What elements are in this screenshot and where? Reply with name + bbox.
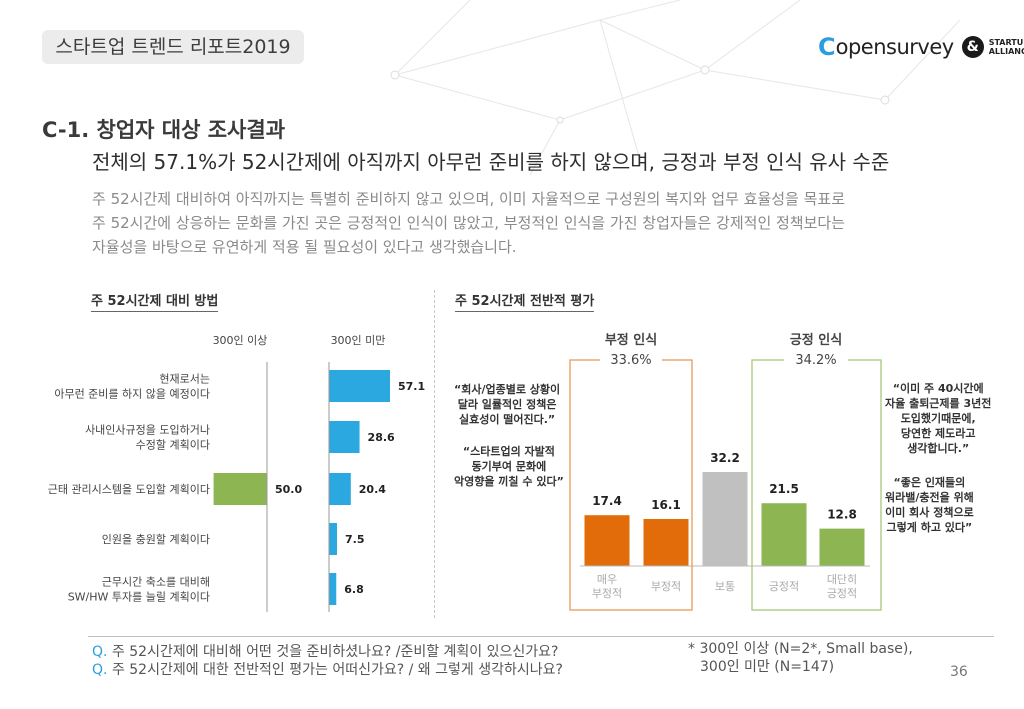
rating-category-label: 부정적: [592, 587, 622, 600]
rating-bar: [702, 472, 748, 566]
data-label: 16.1: [651, 498, 681, 512]
rating-category-label: 부정적: [651, 580, 681, 593]
question-2: Q. 주 52시간제에 대한 전반적인 평가는 어떠신가요? / 왜 그렇게 생…: [92, 662, 563, 678]
negative-quote: “스타트업의 자발적 동기부여 문화에 악영향을 끼칠 수 있다”: [454, 445, 564, 488]
positive-quote: “좋은 인재들의 워라밸/충전을 위해 이미 회사 정책으로 그렇게 하고 있다”: [885, 476, 974, 534]
chart-divider: [434, 290, 435, 618]
section-title: C-1. 창업자 대상 조사결과: [42, 118, 286, 142]
rating-category-label: 대단히: [827, 572, 857, 586]
category-label: 현재로서는: [159, 373, 210, 386]
negative-group-value: 33.6%: [610, 353, 651, 368]
rating-category-label: 매우: [597, 573, 617, 586]
positive-quote: “이미 주 40시간에 자율 출퇴근제를 3년전 도입했기때문에, 당연한 제도라고 생…: [885, 382, 992, 455]
left-chart-title: 주 52시간제 대비 방법: [91, 290, 219, 312]
bar-under-300: [329, 523, 338, 555]
category-label: SW/HW 투자를 늘릴 계획이다: [68, 591, 210, 604]
rating-category-label: 긍정적: [827, 587, 857, 600]
positive-group-value: 34.2%: [795, 353, 836, 368]
series-label-300-plus: 300인 이상: [213, 334, 268, 347]
category-label: 인원을 충원할 계획이다: [102, 533, 210, 546]
report-title: 스타트업 트렌드 리포트2019: [55, 36, 291, 58]
data-label: 7.5: [345, 533, 365, 546]
data-label: 21.5: [769, 482, 799, 496]
startup-alliance-logo-text: STARTUPALLIANCE: [988, 38, 1024, 56]
rating-category-label: 보통: [715, 580, 735, 593]
question-1: Q. 주 52시간제에 대비해 어떤 것을 준비하셨나요? /준비할 계획이 있…: [92, 644, 559, 660]
data-label: 6.8: [344, 583, 364, 596]
rating-bar: [819, 528, 865, 566]
bar-under-300: [329, 473, 351, 505]
category-label: 근무시간 축소를 대비해: [102, 575, 210, 589]
data-label: 20.4: [359, 483, 386, 496]
data-label: 12.8: [827, 508, 857, 522]
negative-group-label: 부정 인식: [605, 332, 657, 348]
series-label-under-300: 300인 미만: [331, 334, 386, 347]
rating-category-label: 긍정적: [769, 580, 799, 593]
negative-quote: “회사/업종별로 상황이 달라 일률적인 정책은 실효성이 떨어진다.”: [454, 383, 561, 426]
summary-line: 주 52시간에 상응하는 문화를 가진 곳은 긍정적인 인식이 많았고, 부정적…: [92, 214, 846, 232]
right-chart-title: 주 52시간제 전반적 평가: [455, 290, 595, 312]
page-number: 36: [950, 664, 968, 680]
data-label: 32.2: [710, 451, 740, 465]
bar-300-plus: [213, 473, 267, 505]
bar-under-300: [329, 421, 360, 453]
bar-under-300: [329, 370, 390, 402]
report-title-pill: 스타트업 트렌드 리포트2019: [42, 30, 304, 64]
category-label: 수정할 계획이다: [136, 439, 210, 452]
summary-text: 주 52시간제 대비하여 아직까지는 특별히 준비하지 않고 있으며, 이미 자…: [92, 187, 992, 259]
rating-bar: [761, 503, 807, 566]
footer-rule: [88, 636, 994, 637]
negative-group-bracket: [569, 359, 693, 611]
opensurvey-logo-icon: C: [818, 33, 836, 61]
rating-bar: [643, 519, 689, 566]
data-label: 17.4: [592, 494, 622, 508]
data-label: 28.6: [368, 431, 395, 444]
category-label: 사내인사규정을 도입하거나: [85, 423, 210, 437]
bracket-gap: [600, 355, 662, 365]
opensurvey-logo-text: opensurvey: [835, 35, 955, 59]
summary-line: 자율성을 바탕으로 유연하게 적용 될 필요성이 있다고 생각했습니다.: [92, 238, 517, 256]
bracket-gap: [784, 355, 848, 365]
headline: 전체의 57.1%가 52시간제에 아직까지 아무런 준비를 하지 않으며, 긍…: [92, 150, 890, 174]
brand-logos: C opensurvey & STARTUPALLIANCE: [818, 30, 1024, 64]
rating-bar: [584, 515, 630, 566]
bar-under-300: [329, 573, 337, 605]
positive-group-label: 긍정 인식: [790, 332, 842, 348]
sample-note: * 300인 이상 (N=2*, Small base), 300인 미만 (N…: [688, 641, 913, 675]
data-label: 57.1: [398, 380, 425, 393]
data-label: 50.0: [275, 483, 302, 496]
category-label: 아무런 준비를 하지 않을 예정이다: [54, 387, 210, 401]
startup-alliance-logo-icon: &: [961, 36, 984, 58]
summary-line: 주 52시간제 대비하여 아직까지는 특별히 준비하지 않고 있으며, 이미 자…: [92, 190, 846, 208]
category-label: 근태 관리시스템을 도입할 계획이다: [48, 483, 210, 496]
